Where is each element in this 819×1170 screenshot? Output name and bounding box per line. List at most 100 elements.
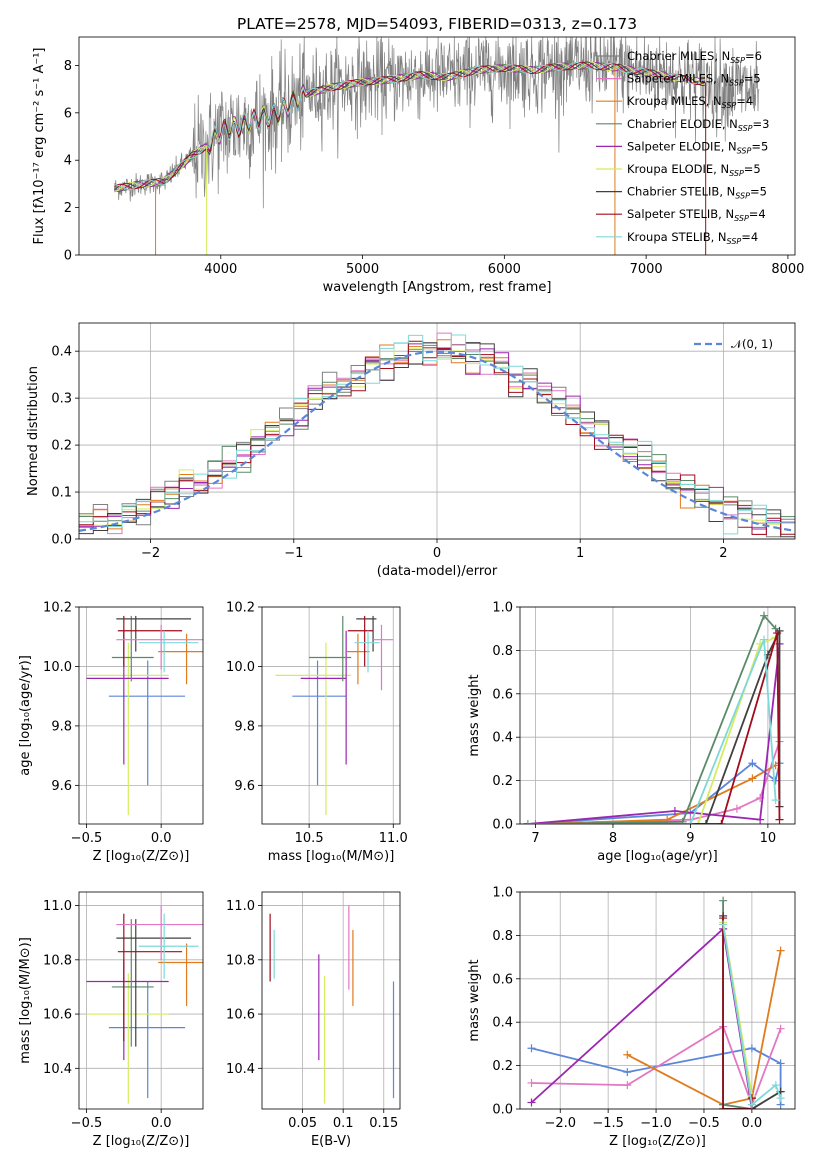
legend-label-name: Kroupa MILES, N	[627, 94, 722, 108]
weight-marker	[678, 817, 687, 824]
x-tick-label: 0.0	[742, 1116, 763, 1131]
plot-area-residuals	[79, 332, 795, 538]
weight-marker	[523, 820, 532, 824]
x-tick-label: 0.0	[151, 831, 172, 846]
y-tick-label: 10.2	[226, 601, 255, 616]
x-tick-label: 0.05	[288, 1116, 317, 1131]
panel-z_vs_weight: −2.0 −1.5 −1.0 −0.5 0.0 0.0 0.2 0.4 0.6 0.8 1.0 Z […	[467, 886, 796, 1149]
y-tick-label: 9.6	[51, 779, 72, 794]
y-tick-label: 10.2	[43, 601, 72, 616]
weight-marker	[776, 1024, 785, 1033]
spectrum-model-line	[114, 61, 705, 191]
panel-mass_vs_age: 10.5 11.0 9.6 9.8 10.0 10.2 mass [log₁₀(M/M⊙)]	[226, 601, 408, 865]
y-tick-label: 10.6	[226, 1008, 255, 1023]
plot-area-mass_vs_age	[275, 615, 394, 816]
x-axis-label: age [log₁₀(age/yr)]	[597, 849, 718, 864]
y-tick-label: 1.0	[492, 886, 513, 901]
x-tick-label: −1.0	[640, 1116, 672, 1131]
x-tick-label: −0.5	[71, 1116, 103, 1131]
weight-marker	[686, 820, 695, 824]
x-tick-label: 11.0	[379, 831, 408, 846]
spectrum-model-line	[114, 62, 617, 192]
weight-line	[530, 927, 753, 1109]
figure-title: PLATE=2578, MJD=54093, FIBERID=0313, z=0…	[237, 15, 637, 33]
weight-marker	[773, 629, 782, 638]
y-axis-label: mass [log₁₀(M/M⊙)]	[18, 937, 33, 1064]
weight-marker	[748, 774, 757, 783]
weight-marker	[760, 611, 769, 620]
y-tick-label: 11.0	[43, 899, 72, 914]
x-tick-label: 5000	[346, 262, 379, 277]
histogram-step	[79, 340, 795, 535]
y-tick-label: 0.2	[51, 439, 72, 454]
plot-area-ebv_vs_mass	[269, 905, 395, 1104]
y-tick-label: 1.0	[492, 601, 513, 616]
weight-line	[722, 924, 782, 1107]
y-tick-label: 0.3	[51, 392, 72, 407]
weight-marker	[717, 820, 726, 824]
legend-label: Salpeter ELODIE, NSSP=5	[627, 139, 768, 155]
x-tick-label: 0.1	[333, 1116, 354, 1131]
x-tick-label: 6000	[488, 262, 521, 277]
spectrum-model-line	[114, 62, 705, 191]
legend-label-name: Chabrier ELODIE, N	[627, 117, 738, 131]
y-tick-label: 0.1	[51, 486, 72, 501]
legend-label-name: Salpeter STELIB, N	[627, 207, 734, 221]
panel-z_vs_mass: −0.5 0.0 10.4 10.6 10.8 11.0 Z [log₁₀(Z/Z⊙)] ma…	[18, 891, 204, 1149]
legend-label-sub: SSP	[737, 146, 752, 155]
panel-spectrum: 4000 5000 6000 7000 8000 0 2 4 6 8 wavelength [Ang…	[32, 36, 804, 295]
y-tick-label: 0.4	[492, 1016, 513, 1031]
weight-marker	[747, 1044, 756, 1053]
axes-frame	[261, 891, 401, 1110]
legend-label-name: Kroupa ELODIE, N	[627, 162, 729, 176]
x-tick-label: 4000	[204, 262, 237, 277]
legend-label-nssp: =4	[736, 94, 753, 108]
y-tick-label: 9.8	[234, 719, 255, 734]
weight-marker	[527, 1098, 536, 1107]
weight-marker	[694, 820, 703, 824]
weight-line	[527, 639, 777, 824]
x-axis-label: (data-model)/error	[377, 564, 498, 579]
axes-frame	[78, 891, 204, 1110]
panel-z_vs_age: −0.5 0.0 9.6 9.8 10.0 10.2 Z [log₁₀(Z/Z⊙)] age …	[18, 601, 204, 864]
axes-frame	[519, 606, 796, 825]
spectrum-data-line	[114, 37, 760, 209]
weight-marker	[776, 1094, 785, 1103]
y-tick-label: 4	[64, 154, 72, 169]
x-tick-label: −0.5	[71, 831, 103, 846]
x-tick-label: 0	[433, 546, 441, 561]
x-tick-label: 0.0	[151, 1116, 172, 1131]
y-tick-label: 0.8	[492, 644, 513, 659]
weight-marker	[670, 806, 679, 815]
weight-marker	[747, 1100, 756, 1109]
y-tick-label: 0.8	[492, 929, 513, 944]
panel-ebv_vs_mass: 0.05 0.1 0.15 10.4 10.6 10.8 11.0 E(B-V)	[226, 891, 401, 1149]
legend-label-sub: SSP	[722, 101, 737, 110]
weight-line	[527, 762, 781, 824]
x-tick-label: 2	[719, 546, 727, 561]
gaussian-curve	[79, 350, 795, 532]
weight-marker	[531, 820, 540, 824]
weight-marker	[701, 820, 710, 824]
x-axis-label: Z [log₁₀(Z/Z⊙)]	[609, 1134, 706, 1149]
weight-marker	[719, 1105, 728, 1109]
legend-label: Kroupa MILES, NSSP=4	[627, 94, 753, 110]
axes-frame	[78, 36, 796, 256]
weight-marker	[527, 1044, 536, 1053]
y-tick-label: 0.6	[492, 972, 513, 987]
weight-marker	[719, 920, 728, 929]
weight-marker	[775, 815, 784, 824]
legend-label: Salpeter STELIB, NSSP=4	[627, 207, 766, 223]
legend-label: Chabrier MILES, NSSP=6	[627, 49, 762, 65]
x-axis-label: Z [log₁₀(Z/Z⊙)]	[93, 1134, 190, 1149]
legend-label-sub: SSP	[735, 192, 750, 201]
x-axis-label: E(B-V)	[311, 1134, 351, 1149]
plot-area-spectrum	[114, 37, 760, 255]
y-tick-label: 10.6	[43, 1008, 72, 1023]
weight-marker	[623, 1081, 632, 1090]
legend-label-sub: SSP	[729, 169, 744, 178]
axes-frame	[78, 322, 796, 540]
y-tick-label: 0.6	[492, 687, 513, 702]
x-tick-label: 1	[576, 546, 584, 561]
